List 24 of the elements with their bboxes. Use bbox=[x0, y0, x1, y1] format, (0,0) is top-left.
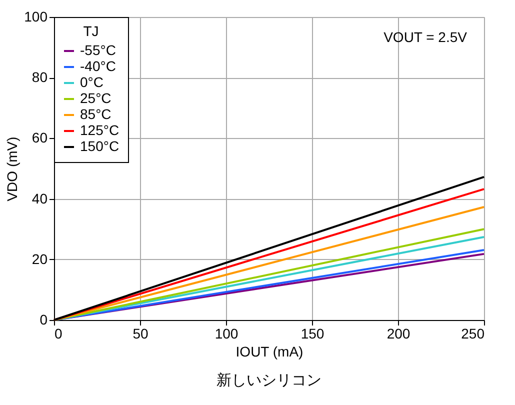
x-tick-label: 50 bbox=[132, 326, 148, 342]
legend-label: 0°C bbox=[80, 74, 104, 90]
y-tick-label: 80 bbox=[32, 69, 48, 86]
legend-label: 25°C bbox=[80, 90, 112, 106]
legend-title: TJ bbox=[83, 23, 99, 39]
y-tick-label: 60 bbox=[32, 130, 48, 146]
y-tick-label: 0 bbox=[40, 312, 48, 328]
legend-label: 125°C bbox=[80, 122, 120, 138]
y-tick-label: 40 bbox=[32, 190, 48, 206]
x-tick-label: 0 bbox=[54, 326, 62, 342]
x-tick-label: 250 bbox=[461, 326, 485, 342]
y-axis-title: VDO (mV) bbox=[4, 136, 20, 202]
x-tick-label: 200 bbox=[386, 326, 410, 342]
x-tick-label: 150 bbox=[300, 326, 324, 342]
annotation: VOUT = 2.5V bbox=[384, 29, 468, 45]
y-tick-label: 100 bbox=[24, 8, 48, 24]
legend-label: -40°C bbox=[80, 58, 116, 74]
legend-label: 85°C bbox=[80, 106, 112, 122]
text: 新しいシリコン bbox=[216, 372, 322, 389]
y-tick-label: 20 bbox=[32, 250, 48, 267]
legend-label: 150°C bbox=[80, 138, 120, 154]
legend-label: -55°C bbox=[80, 42, 116, 58]
x-axis-title: IOUT (mA) bbox=[236, 344, 304, 360]
x-tick-label: 100 bbox=[214, 326, 238, 342]
